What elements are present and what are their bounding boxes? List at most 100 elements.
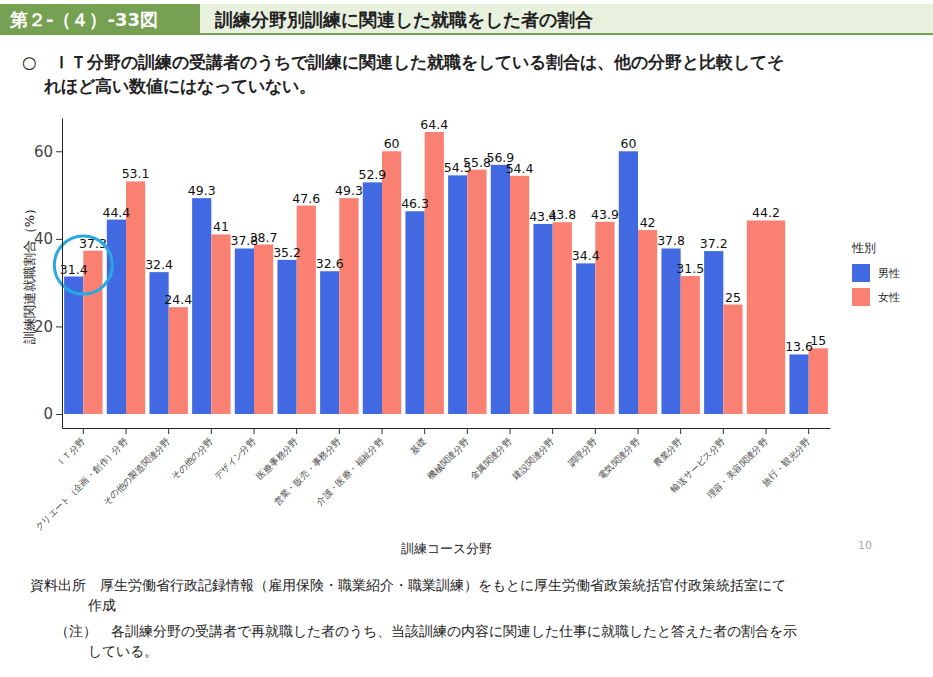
x-tick: その他の製造関連分野 bbox=[101, 428, 172, 507]
x-tick: 調理分野 bbox=[566, 428, 599, 469]
bar bbox=[169, 307, 188, 414]
y-tick-label: 60 bbox=[34, 143, 53, 161]
header-background bbox=[0, 4, 933, 34]
bar bbox=[448, 175, 467, 414]
bar bbox=[405, 211, 424, 414]
x-tick-label: 建設関連分野 bbox=[510, 436, 556, 482]
figure-label-box bbox=[0, 4, 200, 34]
source: 資料出所 厚生労働省行政記録情報（雇用保険・職業紹介・職業訓練）をもとに厚生労働… bbox=[30, 577, 786, 593]
data-label: 31.5 bbox=[676, 261, 704, 276]
data-label: 49.3 bbox=[335, 183, 363, 198]
legend-title: 性別 bbox=[851, 241, 876, 255]
data-label: 25 bbox=[725, 290, 741, 305]
bar bbox=[809, 348, 828, 414]
x-tick-mark bbox=[766, 428, 767, 434]
chart-root: 第２-（４）-33図訓練分野別訓練に関連した就職をした者の割合○ ＩＴ分野の訓練… bbox=[0, 0, 933, 677]
data-label: 43.9 bbox=[591, 207, 619, 222]
data-label: 42 bbox=[640, 215, 656, 230]
page-number: 10 bbox=[858, 539, 872, 552]
x-tick-mark bbox=[595, 428, 596, 434]
y-tick-label: 0 bbox=[43, 405, 53, 423]
x-tick-mark bbox=[680, 428, 681, 434]
x-tick: 基礎 bbox=[408, 428, 428, 456]
x-tick: 電気関連分野 bbox=[596, 428, 641, 482]
x-tick-mark bbox=[254, 428, 255, 434]
bar bbox=[297, 206, 316, 414]
bar bbox=[723, 305, 742, 414]
bar bbox=[553, 222, 572, 414]
x-tick-label: 医療事務分野 bbox=[255, 436, 300, 481]
x-tick-mark bbox=[510, 428, 511, 434]
highlight-circle bbox=[54, 236, 112, 294]
x-tick-mark bbox=[168, 428, 169, 434]
x-tick: 理容・美容関連分野 bbox=[705, 428, 769, 501]
title: 訓練分野別訓練に関連した就職をした者の割合 bbox=[214, 9, 593, 30]
y-tick-mark bbox=[56, 326, 62, 327]
x-tick-mark bbox=[296, 428, 297, 434]
data-label: 24.4 bbox=[164, 292, 192, 307]
x-tick-label: 機械関連分野 bbox=[425, 436, 470, 481]
x-tick: 医療事務分野 bbox=[255, 428, 300, 482]
bar bbox=[277, 260, 296, 414]
bar bbox=[107, 220, 126, 414]
source: 作成 bbox=[87, 597, 116, 613]
bars bbox=[64, 132, 828, 414]
x-tick: 介護・医療・福祉分野 bbox=[315, 428, 386, 507]
data-label: 32.4 bbox=[145, 257, 173, 272]
data-label: 60 bbox=[384, 136, 400, 151]
data-label: 44.4 bbox=[102, 205, 130, 220]
legend: 性別男性女性 bbox=[851, 241, 900, 306]
x-tick-mark bbox=[638, 428, 639, 434]
data-label: 41 bbox=[213, 219, 229, 234]
data-label: 47.6 bbox=[292, 191, 320, 206]
data-label: 44.2 bbox=[752, 205, 780, 220]
data-label: 13.6 bbox=[785, 339, 813, 354]
x-tick-label: クリエート（企画・創作）分野 bbox=[33, 436, 129, 532]
note: している。 bbox=[88, 643, 158, 659]
x-tick-mark bbox=[808, 428, 809, 434]
x-tick-label: デザイン分野 bbox=[212, 436, 257, 481]
legend-label: 男性 bbox=[878, 267, 900, 280]
x-tick-label: 理容・美容関連分野 bbox=[705, 436, 769, 500]
header-rule bbox=[0, 33, 933, 35]
bar bbox=[211, 234, 230, 414]
x-tick-mark bbox=[424, 428, 425, 434]
y-tick: 60 bbox=[34, 143, 62, 161]
x-tick: 農業分野 bbox=[652, 428, 685, 469]
x-tick-mark bbox=[723, 428, 724, 434]
y-tick: 20 bbox=[34, 318, 62, 336]
data-label: 53.1 bbox=[122, 166, 150, 181]
y-axis-line bbox=[62, 119, 63, 429]
x-tick: 機械関連分野 bbox=[425, 428, 470, 482]
bar bbox=[510, 176, 529, 414]
x-axis-line bbox=[63, 428, 831, 429]
data-label: 46.3 bbox=[401, 196, 429, 211]
bar bbox=[533, 224, 552, 414]
x-tick-label: 介護・医療・福祉分野 bbox=[315, 436, 386, 507]
x-tick: 金属関連分野 bbox=[468, 428, 513, 482]
y-axis-title: 訓練関連就職割合（%） bbox=[22, 202, 37, 344]
data-label: 37.2 bbox=[700, 236, 728, 251]
data-label: 31.4 bbox=[60, 262, 88, 277]
x-tick-mark bbox=[211, 428, 212, 434]
x-tick-label: 農業分野 bbox=[652, 436, 685, 469]
bar bbox=[638, 230, 657, 414]
legend-swatch bbox=[852, 288, 870, 306]
data-label: 55.8 bbox=[463, 155, 491, 170]
bar bbox=[320, 271, 339, 414]
x-tick-mark bbox=[339, 428, 340, 434]
data-label: 52.9 bbox=[358, 167, 386, 182]
y-tick-mark bbox=[56, 239, 62, 240]
bar bbox=[339, 198, 358, 414]
bar bbox=[789, 354, 808, 414]
data-label: 60 bbox=[620, 136, 636, 151]
x-tick-label: ＩＴ分野 bbox=[54, 436, 87, 469]
subtitle: ○ ＩＴ分野の訓練の受講者のうちで訓練に関連した就職をしている割合は、他の分野と… bbox=[22, 53, 784, 72]
x-tick-label: その他の分野 bbox=[169, 436, 214, 481]
x-tick-label: その他の製造関連分野 bbox=[101, 436, 172, 507]
bar bbox=[491, 165, 510, 414]
x-tick: その他の分野 bbox=[169, 428, 214, 482]
x-tick: ＩＴ分野 bbox=[54, 428, 87, 469]
x-tick-mark bbox=[552, 428, 553, 434]
x-tick: 建設関連分野 bbox=[510, 428, 556, 482]
